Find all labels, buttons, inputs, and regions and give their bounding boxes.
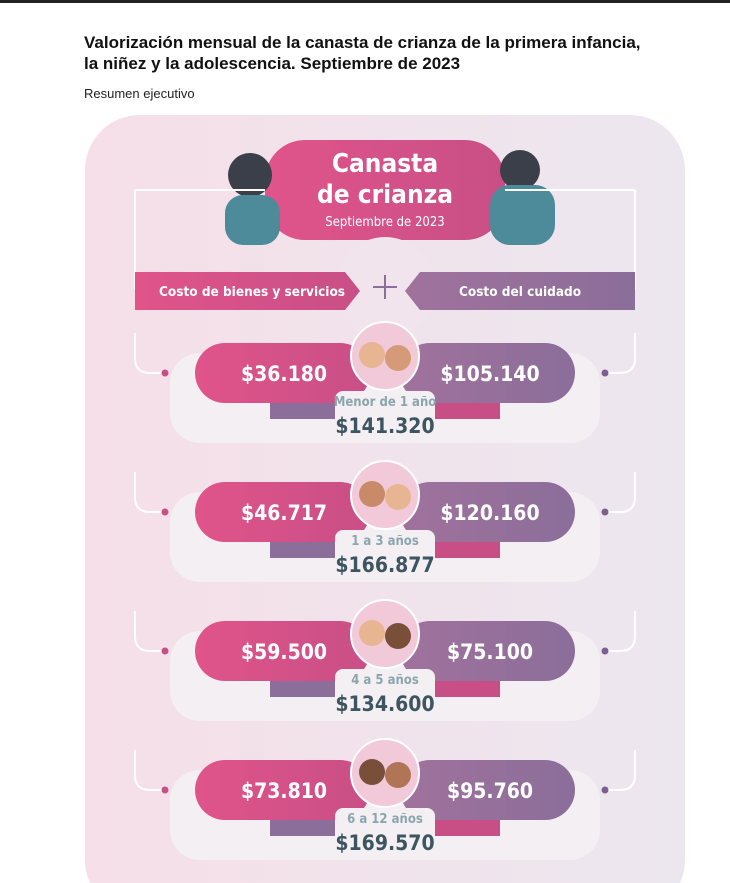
connector — [134, 472, 636, 513]
age-icon — [350, 321, 420, 391]
right-banner — [405, 272, 635, 310]
connector — [134, 750, 636, 791]
total-box — [335, 808, 435, 860]
goods-pill — [195, 343, 370, 403]
goods-pill — [195, 482, 370, 542]
age-icon — [359, 620, 385, 646]
goods-pill — [195, 760, 370, 820]
age-icon — [385, 345, 411, 371]
top-rule — [0, 0, 730, 3]
left-heading: Costo de bienes y servicios — [159, 284, 345, 300]
right-heading: Costo del cuidado — [459, 284, 581, 300]
card-date: Septiembre de 2023 — [325, 215, 444, 230]
plus — [373, 275, 397, 299]
father-icon — [490, 185, 555, 245]
care-pill — [400, 621, 575, 681]
goods-value: $36.180 — [241, 362, 327, 386]
total-box — [335, 391, 435, 443]
mother-icon — [228, 153, 272, 197]
total-box — [335, 530, 435, 582]
age-icon — [385, 762, 411, 788]
total-value: $134.600 — [335, 692, 434, 716]
dot — [161, 786, 169, 794]
mother-icon — [225, 195, 280, 245]
card-title: Canasta — [332, 149, 438, 179]
age-icon — [350, 599, 420, 669]
age-label: 4 a 5 años — [351, 673, 419, 688]
total-value: $141.320 — [335, 414, 434, 438]
left-banner — [135, 272, 360, 310]
goods-value: $73.810 — [241, 779, 327, 803]
dot — [601, 786, 609, 794]
goods-value: $46.717 — [241, 501, 327, 525]
age-icon — [350, 738, 420, 808]
age-icon — [359, 481, 385, 507]
care-pill — [400, 482, 575, 542]
title-pill — [265, 140, 505, 240]
dot — [161, 369, 169, 377]
total-value: $166.877 — [335, 553, 434, 577]
dot — [601, 647, 609, 655]
father-icon — [500, 150, 540, 190]
title: Valorización mensual de la canasta de cr… — [84, 33, 641, 73]
care-pill — [400, 343, 575, 403]
dot — [601, 369, 609, 377]
goods-value: $59.500 — [241, 640, 327, 664]
care-value: $105.140 — [440, 362, 539, 386]
connector — [134, 611, 636, 652]
age-label: 1 a 3 años — [351, 534, 419, 549]
dot — [161, 647, 169, 655]
age-icon — [350, 460, 420, 530]
dot — [161, 508, 169, 516]
age-icon — [385, 623, 411, 649]
goods-pill — [195, 621, 370, 681]
age-label: 6 a 12 años — [347, 812, 423, 827]
care-value: $95.760 — [447, 779, 533, 803]
care-pill — [400, 760, 575, 820]
total-box — [335, 669, 435, 721]
card-title: de crianza — [317, 180, 453, 210]
age-icon — [359, 342, 385, 368]
age-icon — [385, 484, 411, 510]
age-icon — [359, 759, 385, 785]
age-label: Menor de 1 año — [334, 395, 437, 410]
connector — [134, 333, 636, 374]
subtitle: Resumen ejecutivo — [84, 86, 195, 101]
care-value: $120.160 — [440, 501, 539, 525]
care-value: $75.100 — [447, 640, 533, 664]
dot — [601, 508, 609, 516]
total-value: $169.570 — [335, 831, 434, 855]
